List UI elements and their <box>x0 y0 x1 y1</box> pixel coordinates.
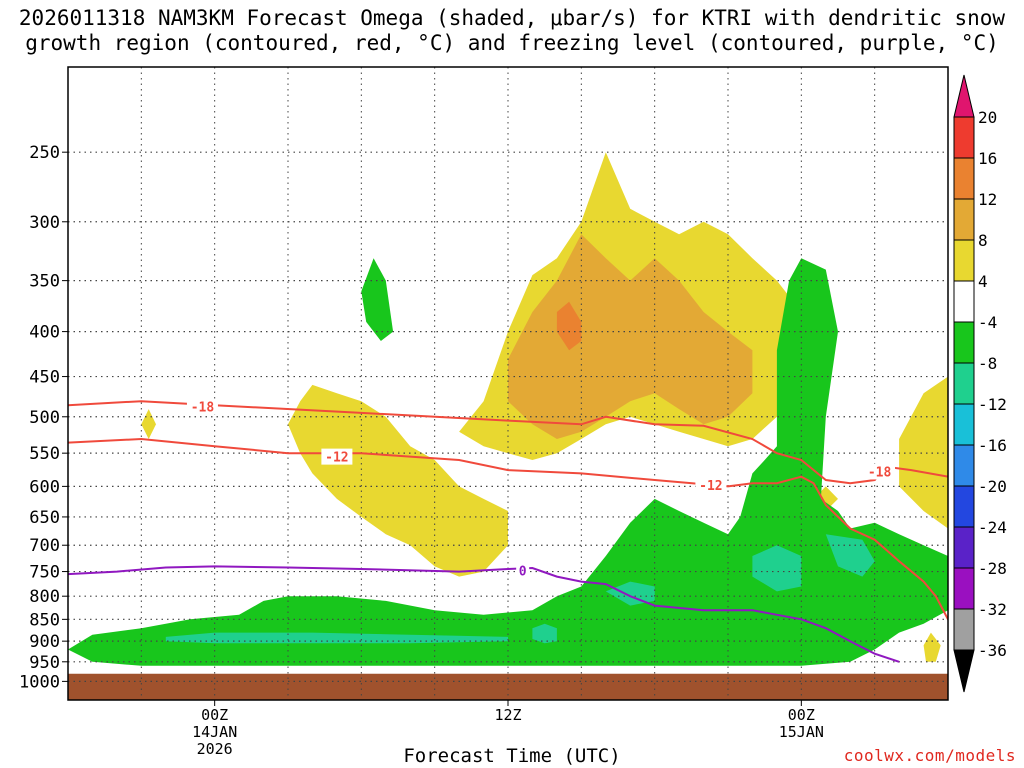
y-tick-label-800: 800 <box>29 587 60 607</box>
omega-shade-17 <box>361 258 394 341</box>
x-tick-label-24-1: 15JAN <box>779 723 824 741</box>
chart-title-line1: 2026011318 NAM3KM Forecast Omega (shaded… <box>18 6 1006 30</box>
y-tick-label-350: 350 <box>29 272 60 292</box>
omega-shade-21 <box>752 545 802 592</box>
colorbar-swatch--24 <box>953 485 975 528</box>
contour-label-bg-3 <box>864 463 896 480</box>
x-tick-label-0-0: 00Z <box>201 706 228 724</box>
contour-label-0: -18 <box>191 401 215 416</box>
y-tick-label-550: 550 <box>29 444 60 464</box>
contour-label-bg-1 <box>321 448 353 465</box>
colorbar-label-4: 4 <box>978 272 988 291</box>
x-tick-label-24-0: 00Z <box>788 706 815 724</box>
colorbar-swatch--4 <box>953 280 975 323</box>
omega-shade-19 <box>532 623 557 644</box>
omega-shade-5 <box>899 376 948 529</box>
y-tick-label-1000: 1000 <box>19 672 60 692</box>
colorbar-swatch--28 <box>953 526 975 569</box>
x-axis-label: Forecast Time (UTC) <box>403 745 621 767</box>
contour-label-bg-0 <box>186 398 218 415</box>
colorbar-label--28: -28 <box>978 559 1007 578</box>
colorbar-label-16: 16 <box>978 149 997 168</box>
y-tick-label-950: 950 <box>29 653 60 673</box>
colorbar-label--20: -20 <box>978 477 1007 496</box>
contour-label-bg-2 <box>695 477 727 494</box>
colorbar-swatch-16 <box>953 116 975 159</box>
contour-label-6: 0 <box>519 565 527 580</box>
omega-shade-14 <box>923 632 941 662</box>
y-tick-label-500: 500 <box>29 408 60 428</box>
colorbar-swatch-12 <box>953 157 975 200</box>
colorbar-swatch--20 <box>953 444 975 487</box>
colorbar-label--8: -8 <box>978 354 997 373</box>
colorbar-label--12: -12 <box>978 395 1007 414</box>
colorbar-swatch--36 <box>953 608 975 651</box>
x-tick-label-12-0: 12Z <box>494 706 521 724</box>
y-tick-label-650: 650 <box>29 508 60 528</box>
omega-shade-16 <box>68 258 948 666</box>
y-tick-label-750: 750 <box>29 563 60 583</box>
contour--12-1 <box>68 437 948 622</box>
y-tick-label-850: 850 <box>29 610 60 630</box>
colorbar-label--24: -24 <box>978 518 1007 537</box>
omega-shade-20 <box>605 581 655 606</box>
contour-0-2 <box>68 565 900 663</box>
colorbar-label-20: 20 <box>978 108 997 127</box>
colorbar-top-arrow <box>953 74 975 118</box>
credit-link[interactable]: coolwx.com/models <box>843 746 1016 765</box>
colorbar-label--4: -4 <box>978 313 997 332</box>
colorbar-label-12: 12 <box>978 190 997 209</box>
colorbar-bottom-arrow <box>953 649 975 693</box>
colorbar-label--36: -36 <box>978 641 1007 660</box>
omega-shade-18 <box>165 632 509 644</box>
colorbar-label-8: 8 <box>978 231 988 250</box>
contour-label-1: -12 <box>325 451 348 466</box>
y-tick-label-400: 400 <box>29 323 60 343</box>
omega-shade-3 <box>288 384 508 577</box>
omega-shade-1 <box>508 234 753 439</box>
chart-title-line2: growth region (contoured, red, °C) and f… <box>25 31 999 55</box>
colorbar-swatch-4 <box>953 239 975 282</box>
x-tick-label-0-2: 2026 <box>197 740 233 758</box>
y-tick-label-700: 700 <box>29 536 60 556</box>
y-tick-label-300: 300 <box>29 213 60 233</box>
colorbar-swatch--16 <box>953 403 975 446</box>
contour-label-3: -18 <box>868 465 892 480</box>
x-tick-label-0-1: 14JAN <box>192 723 237 741</box>
colorbar-label--32: -32 <box>978 600 1007 619</box>
plot-layer: -18-12-12-18-12-180 <box>68 67 948 700</box>
contour--18-0 <box>68 400 948 485</box>
omega-shade-2 <box>556 301 582 351</box>
colorbar-swatch--32 <box>953 567 975 610</box>
y-tick-label-250: 250 <box>29 143 60 163</box>
colorbar-label--16: -16 <box>978 436 1007 455</box>
contour-label-bg-6 <box>516 562 530 579</box>
contour-label-2: -12 <box>699 479 722 494</box>
y-tick-label-450: 450 <box>29 368 60 388</box>
colorbar-swatch-8 <box>953 198 975 241</box>
colorbar-swatch--12 <box>953 362 975 405</box>
omega-shade-4 <box>141 409 156 439</box>
y-tick-label-600: 600 <box>29 477 60 497</box>
y-tick-label-900: 900 <box>29 632 60 652</box>
colorbar-swatch--8 <box>953 321 975 364</box>
